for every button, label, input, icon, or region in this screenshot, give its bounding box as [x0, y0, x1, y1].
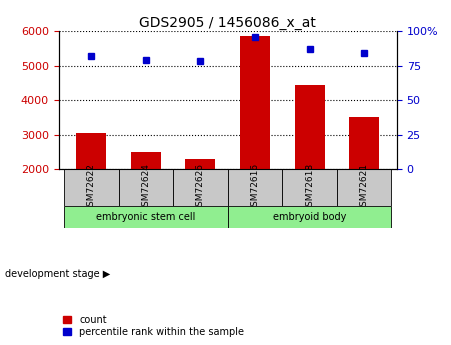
Bar	[295, 85, 325, 169]
Bar	[131, 152, 161, 169]
Bar	[64, 169, 119, 206]
Bar	[173, 169, 228, 206]
Bar	[349, 117, 379, 169]
Bar	[228, 206, 391, 228]
Bar	[228, 169, 282, 206]
Text: development stage ▶: development stage ▶	[5, 269, 110, 279]
Legend: count, percentile rank within the sample: count, percentile rank within the sample	[64, 315, 244, 337]
Bar	[76, 133, 106, 169]
Bar	[282, 169, 337, 206]
Text: GSM72624: GSM72624	[142, 163, 151, 212]
Bar	[185, 159, 216, 169]
Text: GSM72621: GSM72621	[359, 163, 368, 212]
Text: embryoid body: embryoid body	[273, 212, 346, 222]
Text: GSM72626: GSM72626	[196, 163, 205, 212]
Bar	[119, 169, 173, 206]
Bar	[64, 206, 228, 228]
Text: GSM72618: GSM72618	[305, 163, 314, 212]
Text: embryonic stem cell: embryonic stem cell	[96, 212, 196, 222]
Text: GSM72622: GSM72622	[87, 163, 96, 212]
Bar	[240, 36, 270, 169]
Text: GSM72616: GSM72616	[251, 163, 259, 212]
Bar	[337, 169, 391, 206]
Title: GDS2905 / 1456086_x_at: GDS2905 / 1456086_x_at	[139, 16, 316, 30]
